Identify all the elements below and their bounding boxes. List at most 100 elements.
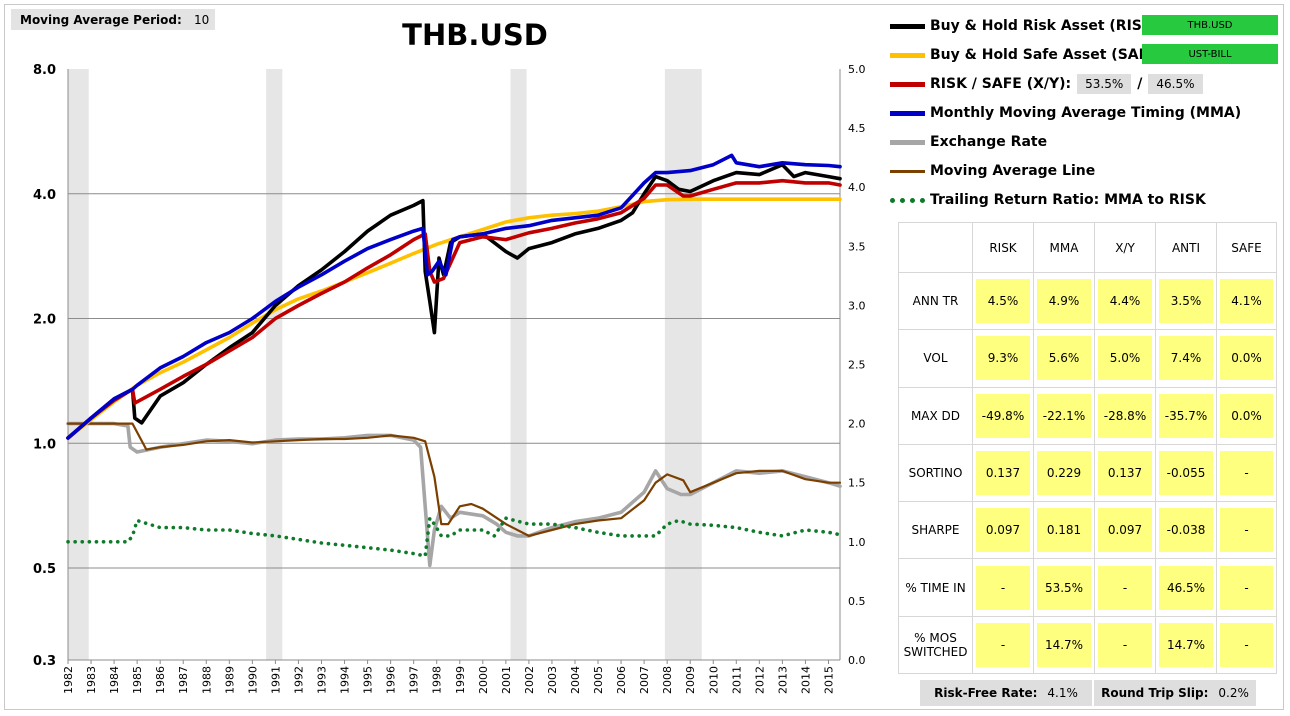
x-tick-label: 2001	[500, 666, 513, 694]
series-line-fx	[66, 421, 842, 568]
stats-row-label: VOL	[898, 329, 973, 388]
stats-value: 5.6%	[1037, 336, 1091, 381]
stats-value: 4.4%	[1098, 279, 1152, 324]
round-trip-slip-value: 0.2%	[1218, 686, 1249, 700]
stats-value: -	[1220, 565, 1273, 610]
risk-free-rate-label: Risk-Free Rate:	[934, 686, 1038, 700]
stats-row-label: % TIME IN	[898, 558, 973, 617]
stats-cell: -35.7%	[1155, 386, 1217, 445]
recession-band-1	[266, 69, 283, 660]
x-tick-label: 2007	[638, 666, 651, 694]
legend-fx: Exchange Rate	[890, 131, 1047, 153]
stats-value: 46.5%	[1159, 565, 1213, 610]
legend-mma: Monthly Moving Average Timing (MMA)	[890, 102, 1241, 124]
moving-average-period-box: Moving Average Period: 10	[11, 9, 215, 30]
stats-cell: 0.137	[1094, 443, 1156, 503]
legend-xy: RISK / SAFE (X/Y): 53.5% / 46.5%	[890, 73, 1203, 95]
chart-frame	[4, 4, 1284, 710]
stats-value: 0.181	[1037, 508, 1091, 553]
stats-cell: -28.8%	[1094, 386, 1156, 445]
legend-fx-swatch	[890, 139, 925, 145]
x-tick-label: 1987	[177, 666, 190, 694]
x-tick-label: 1983	[85, 666, 98, 694]
legend-risk-swatch	[890, 23, 925, 29]
stats-value: -35.7%	[1159, 393, 1213, 438]
stats-cell: 5.0%	[1094, 329, 1156, 388]
stats-cell: 46.5%	[1155, 558, 1217, 617]
stats-value: 0.229	[1037, 450, 1091, 495]
stats-cell: 4.4%	[1094, 271, 1156, 331]
stats-cell: 4.5%	[972, 271, 1034, 331]
risk-free-rate-value: 4.1%	[1047, 686, 1078, 700]
xy-separator: /	[1137, 76, 1143, 92]
stats-row-label: % MOS SWITCHED	[898, 615, 973, 675]
stats-value: 3.5%	[1159, 279, 1213, 324]
recession-band-0	[68, 69, 89, 660]
recession-band-3	[664, 69, 702, 660]
stats-corner	[898, 222, 973, 273]
stats-value: -49.8%	[976, 393, 1030, 438]
stats-value: -0.055	[1159, 450, 1213, 495]
right-tick-label: 4.5	[848, 122, 866, 135]
stats-cell: 0.0%	[1216, 386, 1277, 445]
stats-cell: 0.0%	[1216, 329, 1277, 388]
stats-header-xy: X/Y	[1094, 222, 1156, 273]
stats-cell: -0.038	[1155, 501, 1217, 560]
stats-row-label: SHARPE	[898, 501, 973, 560]
stats-row-label: MAX DD	[898, 386, 973, 445]
stats-value: 0.137	[1098, 450, 1152, 495]
stats-value: -22.1%	[1037, 393, 1091, 438]
x-tick-label: 2013	[776, 666, 789, 694]
x-tick-label: 1988	[200, 666, 213, 694]
legend-trr-label: Trailing Return Ratio: MMA to RISK	[930, 192, 1206, 208]
stats-value: 14.7%	[1159, 622, 1213, 667]
right-tick-label: 1.0	[848, 536, 866, 549]
legend-xy-swatch	[890, 81, 925, 87]
x-tick-label: 2000	[477, 666, 490, 694]
legend-mal: Moving Average Line	[890, 160, 1095, 182]
stats-value: -	[1220, 622, 1273, 667]
stats-cell: -	[1216, 615, 1277, 675]
x-tick-label: 2010	[707, 666, 720, 694]
stats-value: 0.097	[976, 508, 1030, 553]
stats-row-mos-switched: % MOS SWITCHED - 14.7% - 14.7% -	[898, 615, 1277, 675]
legend-mma-swatch	[890, 110, 925, 116]
stats-row-ann-tr: ANN TR 4.5% 4.9% 4.4% 3.5% 4.1%	[898, 271, 1277, 331]
series-line-risk	[66, 162, 842, 440]
safe-asset-tag: UST-BILL	[1142, 44, 1278, 64]
stats-row-sharpe: SHARPE 0.097 0.181 0.097 -0.038 -	[898, 501, 1277, 560]
stats-header-risk: RISK	[972, 222, 1034, 273]
x-tick-label: 1992	[292, 666, 305, 694]
left-tick-label: 4.0	[33, 188, 56, 203]
x-tick-label: 2009	[684, 666, 697, 694]
x-tick-label: 1999	[454, 666, 467, 694]
stats-header-anti: ANTI	[1155, 222, 1217, 273]
stats-value: 4.9%	[1037, 279, 1091, 324]
xy-risk-weight: 53.5%	[1077, 74, 1132, 94]
left-tick-label: 0.5	[33, 562, 56, 577]
stats-value: -	[1098, 565, 1152, 610]
x-tick-label: 2012	[753, 666, 766, 694]
round-trip-slip-label: Round Trip Slip:	[1101, 686, 1209, 700]
stats-cell: -	[1094, 615, 1156, 675]
stats-cell: 4.1%	[1216, 271, 1277, 331]
stats-cell: 7.4%	[1155, 329, 1217, 388]
right-tick-label: 3.0	[848, 299, 866, 312]
legend-safe: Buy & Hold Safe Asset (SAFE):	[890, 44, 1170, 66]
risk-free-rate-box: Risk-Free Rate: 4.1%	[920, 680, 1092, 706]
stats-value: 7.4%	[1159, 336, 1213, 381]
x-tick-label: 1993	[315, 666, 328, 694]
legend-safe-label: Buy & Hold Safe Asset (SAFE):	[930, 47, 1170, 63]
x-tick-label: 1991	[269, 666, 282, 694]
series-line-trr	[66, 516, 842, 558]
stats-cell: 3.5%	[1155, 271, 1217, 331]
stats-value: -	[976, 565, 1030, 610]
stats-value: -	[976, 622, 1030, 667]
stats-value: 53.5%	[1037, 565, 1091, 610]
x-tick-label: 2015	[822, 666, 835, 694]
legend-trr: Trailing Return Ratio: MMA to RISK	[890, 189, 1206, 211]
legend-mal-swatch	[890, 169, 925, 173]
stats-value: -	[1098, 622, 1152, 667]
left-tick-label: 1.0	[33, 437, 56, 452]
